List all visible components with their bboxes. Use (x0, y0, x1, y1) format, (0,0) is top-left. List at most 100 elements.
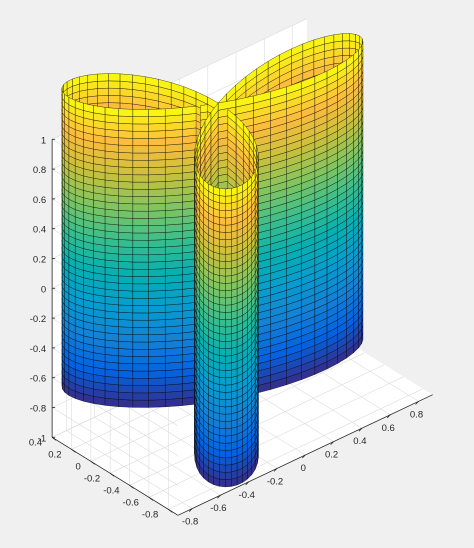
surface-patch (165, 238, 183, 248)
surface-patch (118, 348, 134, 357)
surface-patch (225, 275, 232, 284)
surface-patch (219, 413, 226, 422)
surface-patch (118, 144, 134, 154)
surface-patch (219, 457, 226, 466)
surface-patch (118, 341, 134, 350)
surface-patch (97, 95, 109, 104)
y-tick-label: 0.2 (48, 449, 61, 460)
surface-patch (165, 303, 183, 313)
surface-patch (165, 260, 183, 269)
surface-patch (219, 246, 226, 255)
surface-patch (97, 80, 109, 89)
surface-patch (349, 40, 356, 50)
y-tick-mark (71, 448, 76, 453)
surface-patch (165, 281, 183, 291)
surface-patch (79, 74, 88, 85)
surface-patch (148, 137, 166, 146)
surface-patch (118, 232, 134, 241)
surface-patch (165, 209, 183, 219)
x-tick-mark (330, 441, 334, 445)
surface-patch (225, 340, 232, 349)
surface-patch (132, 240, 149, 248)
surface-patch (213, 186, 220, 196)
surface-patch (219, 427, 226, 437)
surface-patch (165, 158, 183, 168)
y-tick-label: -0.6 (123, 497, 139, 508)
surface-patch (165, 339, 183, 349)
grid-line-floor-y (168, 388, 424, 510)
surface-patch (355, 34, 360, 44)
surface-patch (165, 369, 183, 378)
surface-patch (225, 355, 232, 364)
surface-patch (219, 217, 226, 226)
surface-patch (104, 121, 119, 131)
surface-patch (165, 143, 183, 153)
surface-patch (148, 217, 166, 226)
surface-patch (165, 325, 183, 335)
surface-patch (219, 442, 226, 451)
z-tick-label: -0.8 (30, 404, 46, 415)
surface-patch (231, 186, 238, 196)
surface-patch (165, 114, 183, 124)
surface-patch (148, 268, 166, 277)
y-tick-label: -0.8 (142, 509, 158, 520)
x-tick-label: -0.2 (267, 476, 283, 487)
surface-patch (132, 327, 149, 335)
surface-patch (148, 181, 166, 190)
x-tick-label: -0.8 (182, 517, 198, 528)
surface-patch (132, 123, 149, 132)
surface-patch (118, 202, 134, 212)
surface-patch (165, 216, 183, 226)
surface-patch (225, 413, 232, 422)
surface-patch (165, 151, 183, 160)
surface-patch (104, 383, 119, 393)
surface-patch (165, 354, 183, 364)
surface-patch (108, 95, 121, 104)
surface-patch (219, 202, 226, 211)
surface-patch (165, 230, 183, 240)
surface-patch (118, 275, 134, 284)
surface-patch (148, 326, 166, 335)
grid-line-floor-x (94, 416, 221, 496)
surface-patch (219, 275, 226, 284)
surface-patch (118, 399, 134, 408)
surface-patch (219, 333, 226, 342)
surface-patch (349, 33, 356, 42)
surface-patch (225, 428, 232, 437)
surface-patch (219, 289, 226, 299)
z-tick-label: 0.2 (33, 255, 46, 266)
surface-patch (333, 40, 343, 50)
surface-patch (132, 261, 149, 270)
surface-patch (132, 203, 149, 212)
surface-patch (219, 464, 226, 473)
x-tick-label: -0.6 (210, 503, 226, 514)
surface-patch (148, 174, 166, 183)
surface-patch (342, 40, 350, 49)
surface-patch (132, 138, 149, 146)
surface-patch (132, 247, 149, 255)
surface-patch (165, 383, 183, 393)
surface-patch (165, 398, 183, 408)
surface-patch (165, 165, 183, 175)
surface-patch (219, 478, 226, 488)
surface-patch (118, 312, 134, 321)
surface-patch (219, 449, 226, 459)
surface-patch (225, 435, 232, 444)
surface-patch (148, 333, 166, 343)
surface-patch (225, 319, 232, 328)
surface-patch (219, 304, 226, 313)
surface-patch (219, 391, 226, 400)
surface-plot (61, 33, 364, 488)
surface-patch (148, 363, 166, 372)
surface-patch (148, 283, 166, 292)
x-tick-mark (217, 494, 221, 499)
y-tick-label: 0.4 (29, 437, 42, 448)
x-tick-mark (188, 508, 193, 512)
surface-patch (251, 171, 256, 185)
surface-patch (148, 319, 166, 328)
surface-patch (118, 253, 134, 263)
surface-patch (219, 260, 226, 270)
surface-patch (118, 261, 134, 270)
surface-patch (118, 290, 134, 299)
